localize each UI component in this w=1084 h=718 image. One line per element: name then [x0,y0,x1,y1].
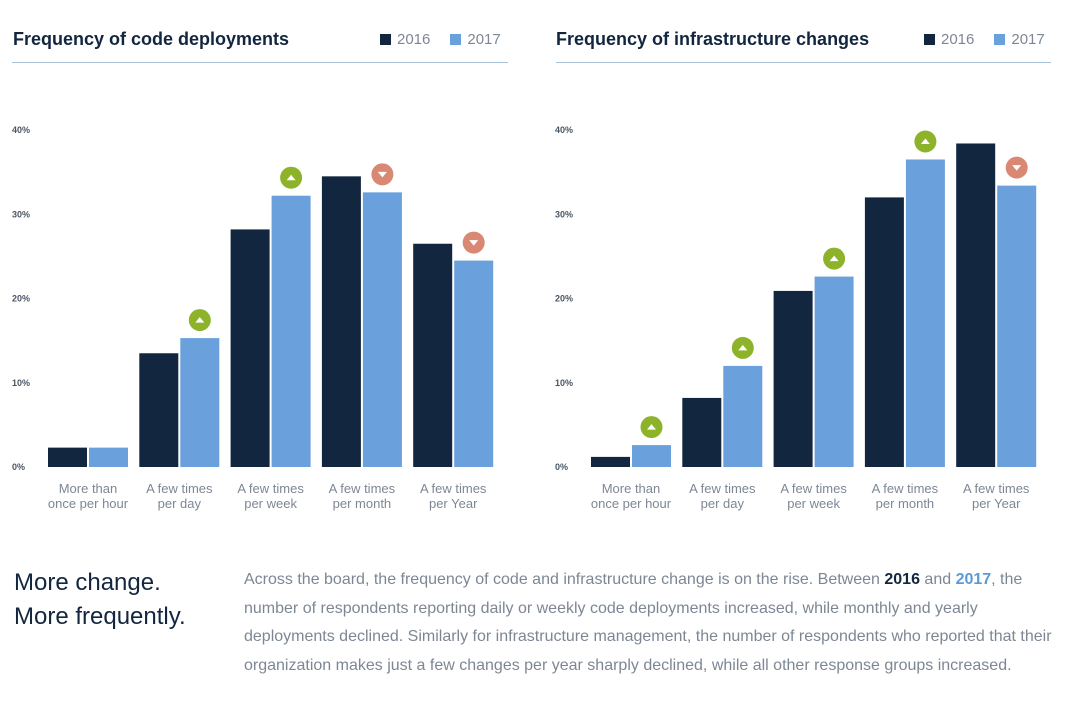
summary-text-start: Across the board, the frequency of code … [244,571,885,588]
arrow-down-icon [377,171,387,178]
summary-text-and: and [919,571,956,588]
bar-2016 [48,447,87,467]
category-label: A few times [420,481,487,496]
decrease-indicator-icon [462,231,485,254]
y-tick-label: 40% [555,125,573,135]
bar-2017 [454,260,494,467]
category-label: per week [787,496,840,511]
category-label: A few times [780,481,847,496]
legend-label-2016: 2016 [397,31,431,48]
category-label: per Year [972,496,1021,511]
y-tick-label: 40% [12,125,30,135]
bar-2017 [905,159,945,468]
y-tick-label: 30% [12,209,30,219]
bar-2016 [139,353,179,467]
legend-swatch-2016 [924,34,935,45]
category-label: A few times [237,481,304,496]
chart-title-code-deployments: Frequency of code deployments [13,29,290,49]
increase-indicator-icon [731,336,754,359]
arrow-up-icon [738,344,748,351]
bar-2016 [956,143,996,468]
category-label: per Year [429,496,478,511]
category-label: A few times [329,481,396,496]
y-tick-label: 10% [12,378,30,388]
bar-2017 [89,447,128,467]
increase-indicator-icon [823,247,846,270]
year-2016-highlight: 2016 [884,571,920,588]
arrow-up-icon [920,138,930,144]
legend-swatch-2017 [450,34,462,45]
bar-2017 [180,338,220,467]
legend-label-2017: 2017 [467,31,501,48]
legend-item-2016: 2016 [924,31,974,48]
bar-2017 [997,185,1037,467]
legend-swatch-2017 [994,34,1006,45]
bar-2017 [271,195,311,467]
bar-2017 [632,445,671,467]
arrow-up-icon [647,424,656,430]
title-divider [556,62,1051,63]
year-2017-highlight: 2017 [955,571,992,588]
category-label: once per hour [591,496,672,511]
legend-item-2017: 2017 [450,31,501,48]
decrease-indicator-icon [371,163,394,186]
legend-item-2016: 2016 [380,31,430,48]
y-tick-label: 0% [12,462,25,472]
category-label: A few times [872,481,939,496]
bar-2017 [723,365,763,467]
category-label: More than [602,481,661,496]
legend-code-deployments: 2016 2017 [360,31,501,48]
title-divider [12,62,508,63]
category-label: A few times [689,481,756,496]
summary-paragraph: Across the board, the frequency of code … [244,566,1064,680]
y-tick-label: 10% [555,378,573,388]
y-tick-label: 30% [555,209,573,219]
legend-infrastructure-changes: 2016 2017 [904,31,1045,48]
bar-2017 [362,192,402,467]
arrow-down-icon [1012,165,1022,171]
category-label: A few times [963,481,1030,496]
increase-indicator-icon [914,130,937,153]
bar-2016 [413,243,453,467]
chart-title-infrastructure-changes: Frequency of infrastructure changes [556,29,870,49]
category-label: per day [701,496,745,511]
headline-line-2: More frequently. [14,603,186,630]
bar-2016 [682,397,722,467]
legend-label-2017: 2017 [1011,31,1045,48]
arrow-up-icon [286,174,296,181]
legend-item-2017: 2017 [994,31,1045,48]
arrow-up-icon [829,255,839,262]
y-tick-label: 20% [12,294,30,304]
bar-2016 [591,456,630,467]
arrow-up-icon [195,317,205,323]
category-label: per week [244,496,297,511]
headline-line-1: More change. [14,569,161,596]
bar-2016 [321,176,361,467]
bar-2016 [864,197,904,467]
summary-text-rest: , the number of respondents reporting da… [244,571,1052,674]
decrease-indicator-icon [1005,156,1028,179]
y-tick-label: 0% [555,462,568,472]
increase-indicator-icon [280,166,303,189]
category-label: once per hour [48,496,129,511]
bar-2017 [814,276,854,467]
category-label: A few times [146,481,213,496]
bar-2016 [773,290,813,467]
category-label: per month [876,496,935,511]
category-label: per day [158,496,202,511]
category-label: per month [333,496,392,511]
category-label: More than [59,481,118,496]
legend-label-2016: 2016 [941,31,975,48]
increase-indicator-icon [188,309,211,332]
increase-indicator-icon [640,416,663,439]
arrow-down-icon [469,240,479,246]
headline: More change. More frequently. [14,566,186,634]
y-tick-label: 20% [555,294,573,304]
legend-swatch-2016 [380,34,391,45]
bar-2016 [230,229,270,467]
